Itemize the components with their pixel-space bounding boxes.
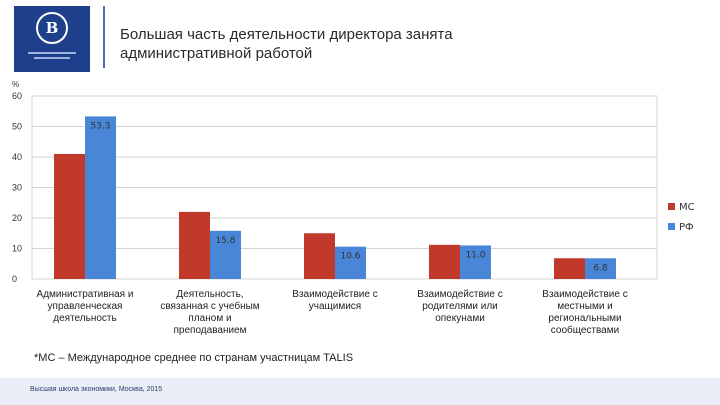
bar-rf (335, 246, 366, 279)
category-label: Административная и (37, 289, 134, 300)
category-label: местными и (557, 301, 613, 312)
y-tick-label: 0 (12, 274, 17, 284)
bar-ms (554, 258, 585, 279)
footnote: *МС – Международное среднее по странам у… (34, 352, 354, 364)
y-tick-label: 20 (12, 213, 22, 223)
bar-ms (179, 211, 210, 279)
bar-rf (585, 258, 616, 279)
bar-ms (54, 153, 85, 279)
bar-rf (460, 245, 491, 279)
y-axis-unit: % (12, 80, 20, 89)
legend-label: РФ (679, 222, 694, 233)
category-label: планом и (188, 313, 231, 324)
y-tick-label: 50 (12, 122, 22, 132)
category-label: Взаимодействие с (292, 289, 377, 300)
hse-logo: В (14, 6, 90, 72)
category-label: связанная с учебным (160, 300, 259, 312)
category-label: преподаванием (174, 325, 247, 336)
data-label: 11.0 (465, 250, 485, 260)
category-label: сообществами (551, 324, 619, 336)
category-label: управленческая (48, 301, 123, 312)
bar-ms (429, 244, 460, 279)
slide-title: Большая часть деятельности директора зан… (120, 25, 560, 63)
category-label: деятельность (53, 313, 116, 324)
logo-text-line (28, 52, 76, 54)
hse-logo-icon: В (36, 12, 68, 44)
bar-rf (85, 116, 116, 279)
bar-ms (304, 233, 335, 279)
title-divider (103, 6, 105, 68)
slide-title-line-1: Большая часть деятельности директора зан… (120, 26, 453, 43)
data-label: 6.8 (593, 263, 608, 273)
y-tick-label: 10 (12, 244, 22, 254)
slide-title-line-2: административной работой (120, 45, 313, 62)
logo-text-line (34, 57, 70, 59)
category-label: Деятельность, (176, 289, 243, 300)
category-label: Взаимодействие с (417, 289, 502, 300)
category-label: родителями или (422, 301, 498, 312)
category-label: учащимися (309, 301, 361, 312)
y-tick-label: 60 (12, 91, 22, 101)
category-label: Взаимодействие с (542, 289, 627, 300)
category-label: региональными (548, 313, 621, 324)
category-label: опекунами (435, 313, 485, 324)
y-tick-label: 30 (12, 183, 22, 193)
legend-label: МС (679, 202, 695, 213)
data-label: 15.8 (215, 236, 235, 246)
bar-rf (210, 230, 241, 279)
footer-bar: Высшая школа экономики, Москва, 2015 (0, 378, 720, 405)
bar-chart: 0 10 20 30 40 50 60 53.3 Административная иуправ… (12, 91, 695, 336)
data-label: 53.3 (90, 121, 110, 131)
data-label: 10.6 (340, 252, 360, 262)
logo-monogram: В (45, 19, 59, 37)
footer-text: Высшая школа экономики, Москва, 2015 (30, 386, 163, 393)
legend-swatch (668, 223, 675, 230)
legend-swatch (668, 203, 675, 210)
y-tick-label: 40 (12, 152, 22, 162)
